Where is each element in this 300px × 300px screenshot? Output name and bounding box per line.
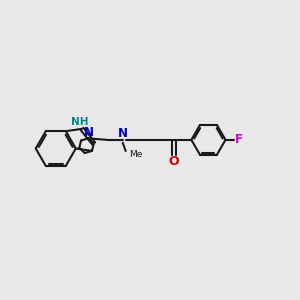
Text: O: O (169, 154, 179, 167)
Text: F: F (235, 133, 243, 146)
Text: N: N (84, 126, 94, 139)
Text: NH: NH (71, 117, 88, 128)
Text: N: N (118, 128, 128, 140)
Text: Me: Me (129, 150, 142, 159)
